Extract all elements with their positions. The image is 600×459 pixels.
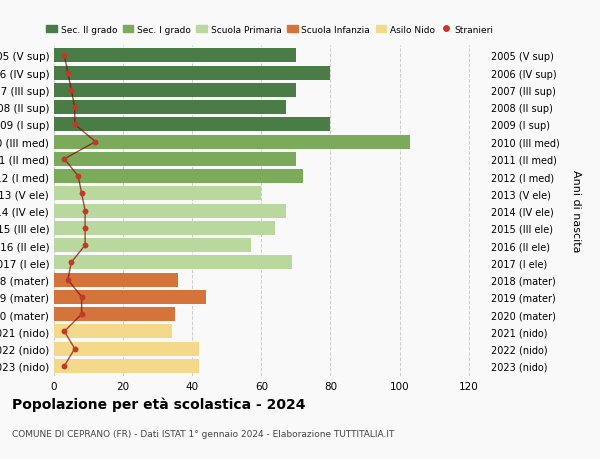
Bar [54,49,296,63]
Bar [54,84,296,98]
Bar [54,325,172,339]
Bar [54,135,410,149]
Point [70,121,80,129]
Bar [54,273,178,287]
Point [63,70,73,77]
Point [59,363,69,370]
Bar [54,187,262,201]
Bar [54,239,251,252]
Point [77,190,86,197]
Point [67,259,76,266]
Bar [54,342,199,356]
Point [91,139,100,146]
Bar [54,101,286,115]
Point [59,328,69,335]
Bar [54,308,175,321]
Point [80,225,90,232]
Point [59,156,69,163]
Bar [54,256,292,270]
Point [80,242,90,249]
Bar [54,152,296,167]
Point [70,345,80,353]
Point [73,173,83,180]
Legend: Sec. II grado, Sec. I grado, Scuola Primaria, Scuola Infanzia, Asilo Nido, Stran: Sec. II grado, Sec. I grado, Scuola Prim… [46,26,494,35]
Point [70,104,80,112]
Point [63,276,73,284]
Point [67,87,76,95]
Bar [54,290,206,304]
Bar [54,170,303,184]
Point [80,207,90,215]
Bar [54,204,286,218]
Bar [54,359,199,373]
Bar [54,118,331,132]
Point [59,52,69,60]
Point [77,294,86,301]
Point [77,311,86,318]
Y-axis label: Anni di nascita: Anni di nascita [571,170,581,252]
Bar [54,221,275,235]
Text: Popolazione per età scolastica - 2024: Popolazione per età scolastica - 2024 [12,397,305,412]
Bar [54,67,331,80]
Text: COMUNE DI CEPRANO (FR) - Dati ISTAT 1° gennaio 2024 - Elaborazione TUTTITALIA.IT: COMUNE DI CEPRANO (FR) - Dati ISTAT 1° g… [12,429,394,438]
